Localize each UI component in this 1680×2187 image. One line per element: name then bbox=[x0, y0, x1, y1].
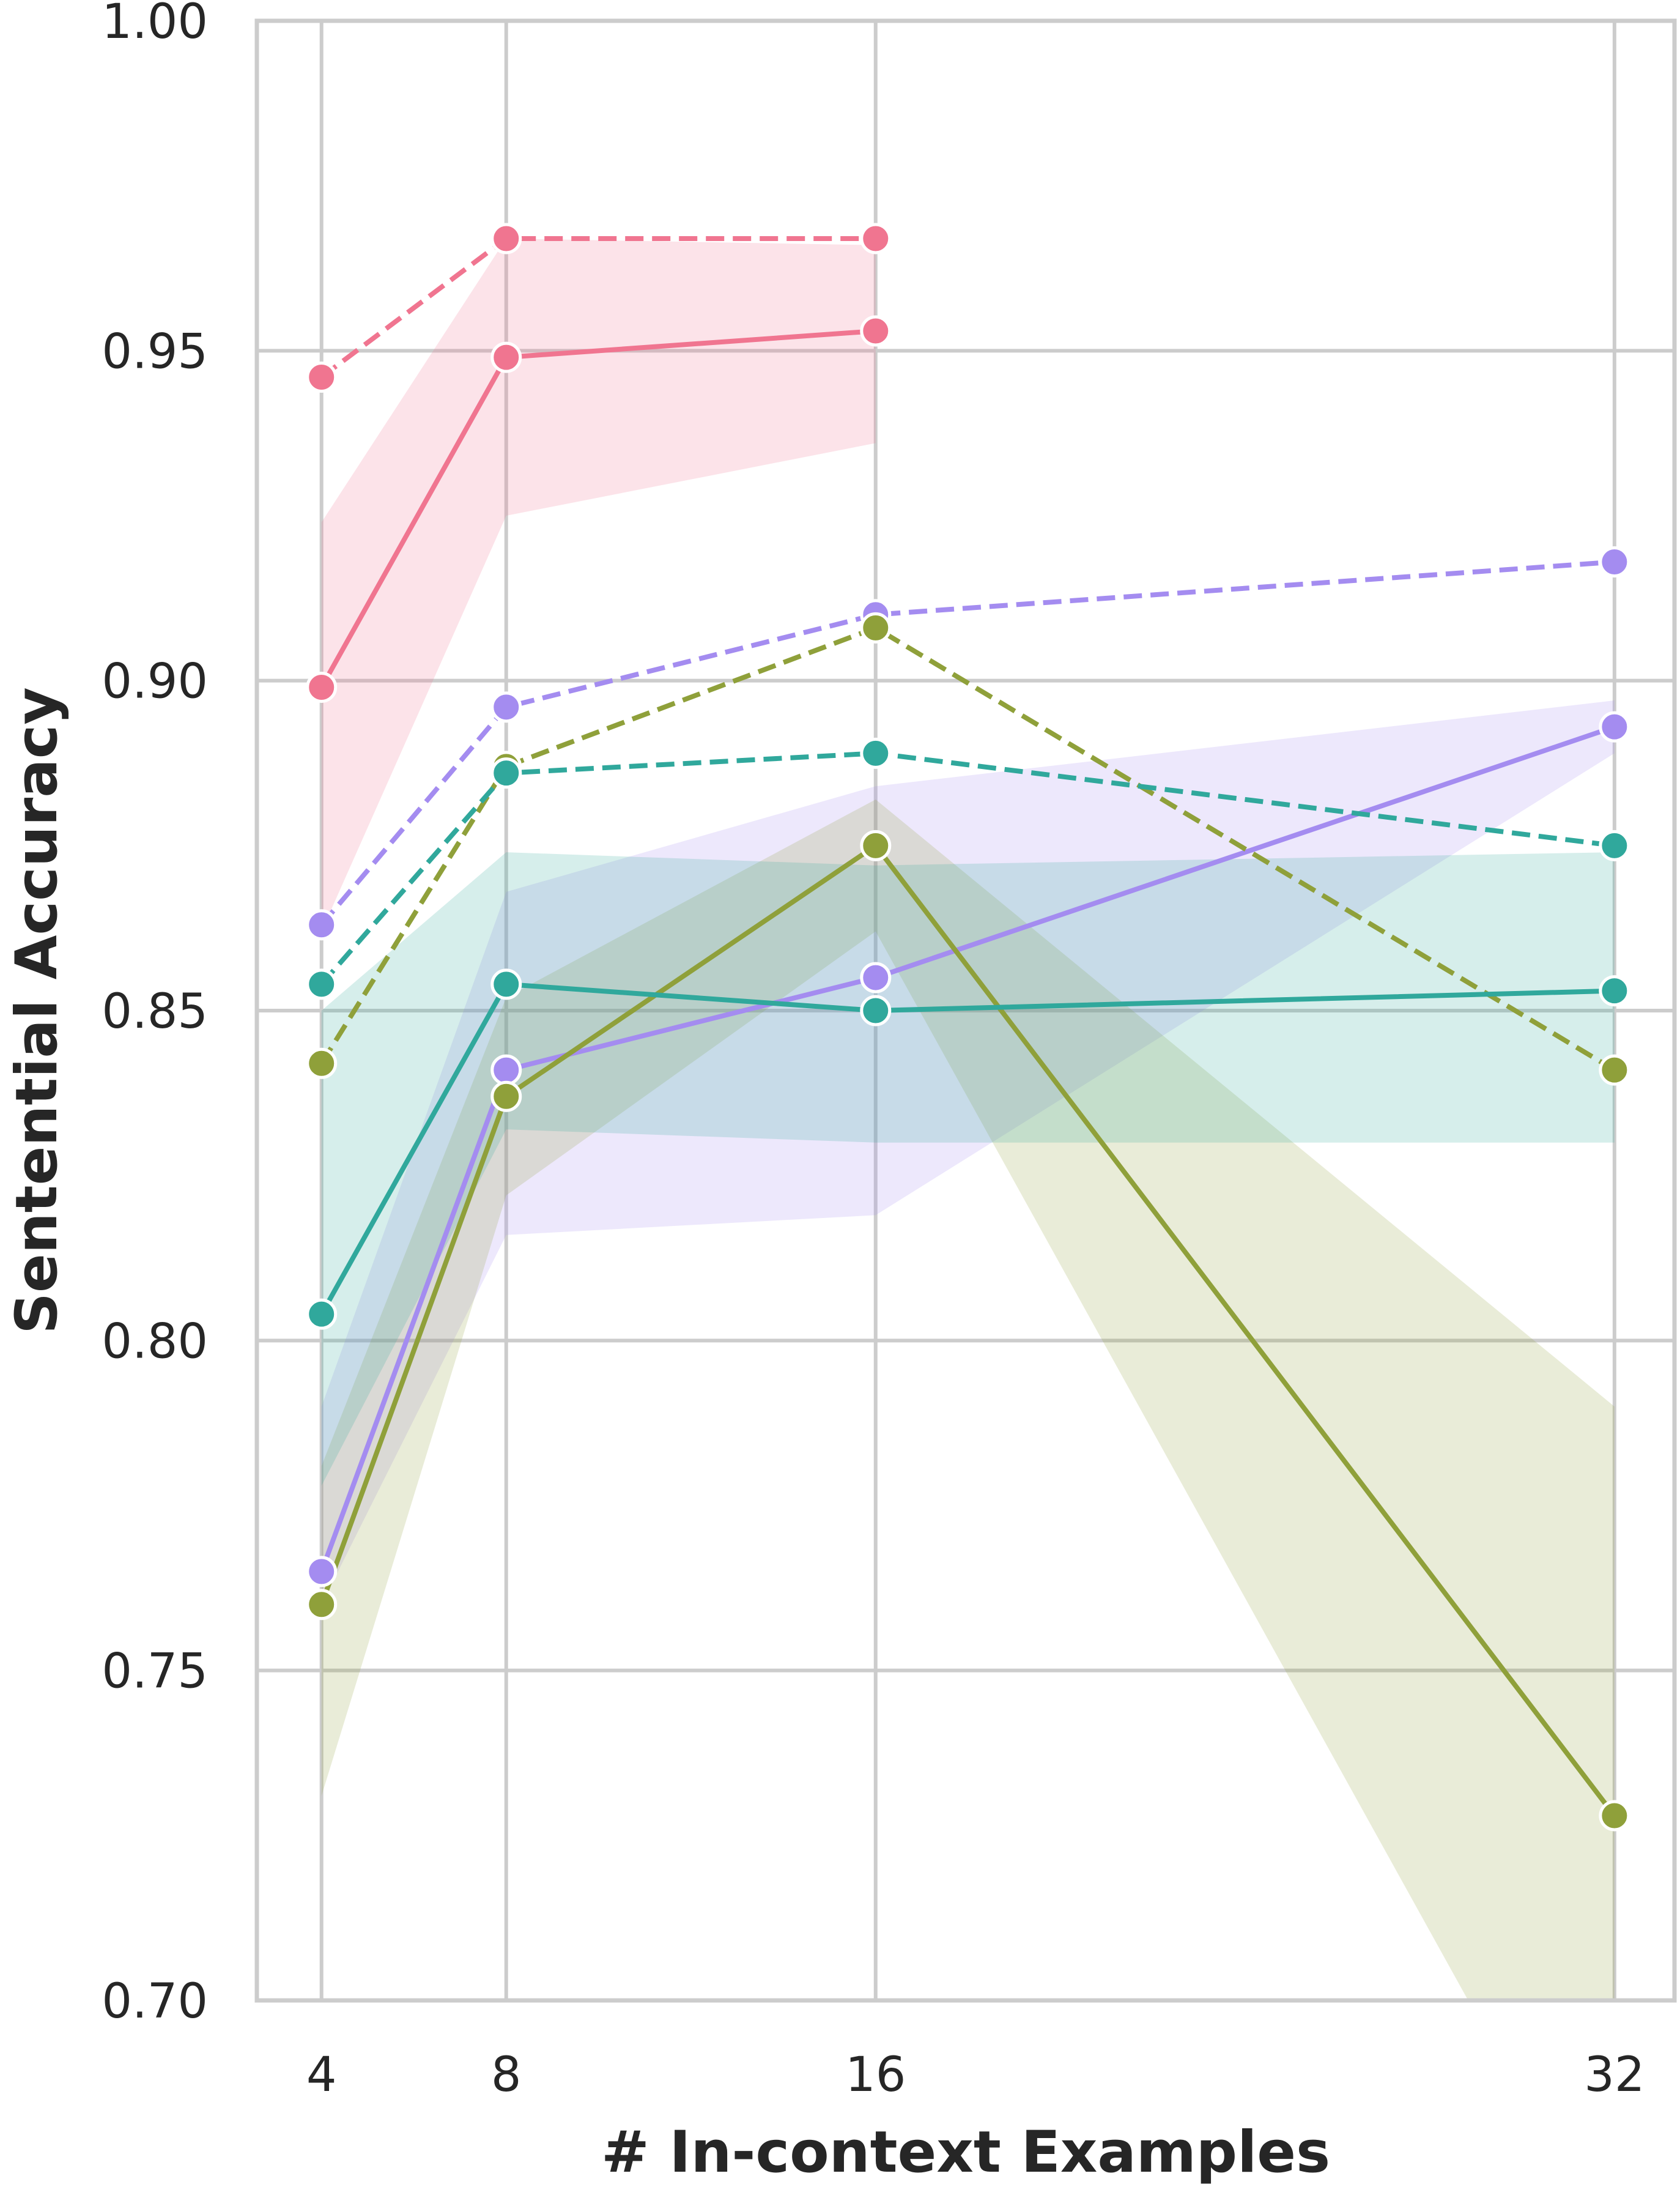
y-tick-label: 0.90 bbox=[102, 655, 208, 710]
y-tick-label: 1.00 bbox=[102, 0, 208, 50]
y-tick-label: 0.75 bbox=[102, 1644, 208, 1699]
data-point bbox=[860, 612, 892, 644]
data-point bbox=[306, 1047, 338, 1079]
data-point bbox=[490, 968, 522, 1000]
data-point bbox=[860, 737, 892, 769]
data-point bbox=[1599, 1054, 1630, 1086]
data-point bbox=[860, 830, 892, 861]
data-point bbox=[490, 691, 522, 723]
series-line bbox=[319, 751, 1615, 986]
data-point bbox=[860, 315, 892, 347]
data-point bbox=[306, 968, 338, 1000]
y-tick-label: 0.70 bbox=[102, 1974, 208, 2029]
x-axis-title: # In-context Examples bbox=[601, 2119, 1330, 2186]
series-line bbox=[319, 724, 1616, 1573]
series-line bbox=[319, 981, 1615, 1316]
confidence-band bbox=[321, 852, 1615, 1486]
data-point bbox=[1599, 1800, 1630, 1832]
data-point bbox=[306, 909, 338, 941]
y-tick-label: 0.80 bbox=[102, 1314, 208, 1369]
y-tick-label: 0.85 bbox=[102, 984, 208, 1039]
y-tick-label: 0.95 bbox=[102, 324, 208, 379]
data-point bbox=[306, 361, 338, 393]
series-points bbox=[306, 223, 1630, 1832]
confidence-band bbox=[321, 799, 1615, 2000]
plot-frame bbox=[254, 18, 1677, 2003]
data-point bbox=[490, 1054, 522, 1086]
series-line bbox=[319, 625, 1616, 1072]
data-point bbox=[306, 671, 338, 703]
confidence-band bbox=[321, 238, 876, 932]
data-point bbox=[306, 1589, 338, 1621]
y-tick-labels: 0.70 0.75 0.80 0.85 0.90 0.95 1.00 bbox=[102, 0, 208, 2029]
data-point bbox=[490, 1080, 522, 1112]
y-axis-title: Sentential Accuracy bbox=[4, 687, 70, 1334]
data-point bbox=[1599, 830, 1630, 861]
confidence-bands bbox=[321, 238, 1615, 2000]
x-tick-label: 8 bbox=[491, 2048, 522, 2103]
data-point bbox=[306, 1298, 338, 1330]
data-point bbox=[860, 995, 892, 1027]
x-tick-labels: 4 8 16 32 bbox=[306, 2048, 1645, 2103]
data-point bbox=[490, 223, 522, 254]
series-line bbox=[319, 843, 1617, 1818]
data-point bbox=[306, 1556, 338, 1587]
series-line bbox=[319, 559, 1615, 927]
data-point bbox=[860, 223, 892, 254]
x-tick-label: 4 bbox=[306, 2048, 337, 2103]
data-point bbox=[1599, 546, 1630, 578]
data-point bbox=[490, 757, 522, 789]
data-point bbox=[1599, 711, 1630, 743]
data-point bbox=[1599, 975, 1630, 1007]
x-tick-label: 32 bbox=[1584, 2048, 1645, 2103]
confidence-band bbox=[321, 700, 1615, 1605]
data-point bbox=[860, 962, 892, 993]
x-tick-label: 16 bbox=[845, 2048, 906, 2103]
data-point bbox=[490, 341, 522, 373]
